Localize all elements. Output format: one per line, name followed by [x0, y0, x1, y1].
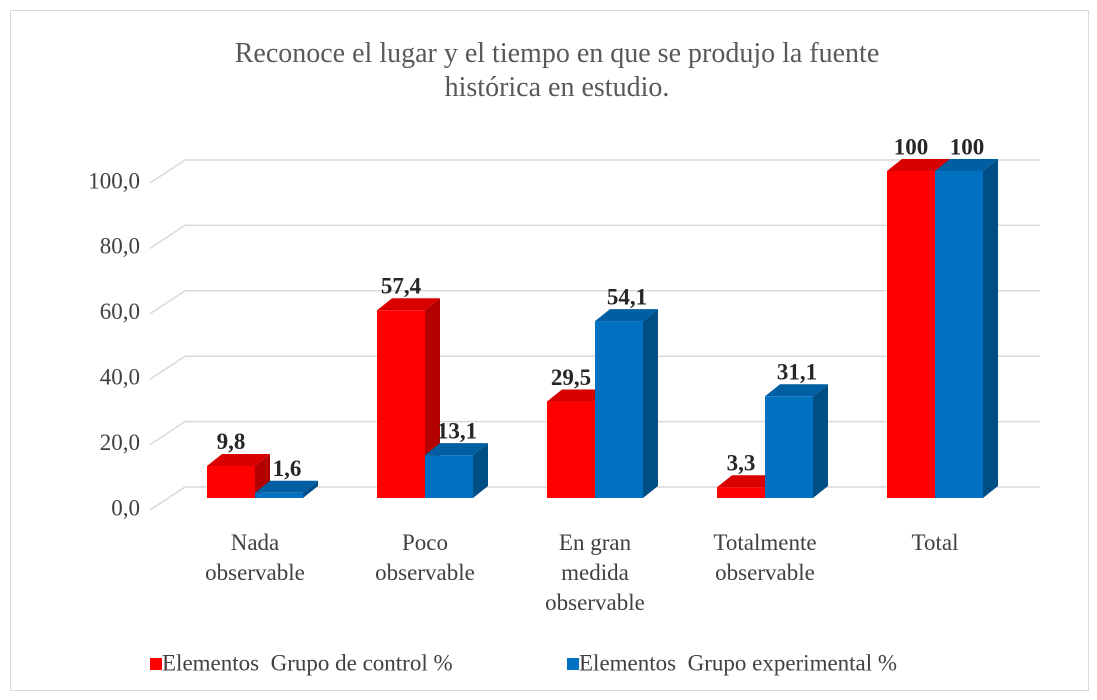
bar — [935, 159, 998, 498]
legend-label: Elementos Grupo de control % — [162, 650, 453, 675]
bar-front — [887, 171, 935, 498]
x-tick-label: Poco observable — [375, 530, 475, 585]
bar — [765, 384, 828, 498]
bar-top — [887, 159, 950, 171]
bar-side — [983, 159, 998, 498]
bar-top — [935, 159, 998, 171]
bar-front — [547, 401, 595, 498]
x-tick-label: Total — [912, 530, 959, 555]
bar-front — [255, 492, 303, 498]
bar-side — [813, 384, 828, 498]
chart-title: Reconoce el lugar y el tiempo en que se … — [235, 38, 880, 103]
data-label: 29,5 — [551, 365, 591, 390]
bar-top — [425, 443, 488, 456]
data-label: 1,6 — [273, 456, 302, 481]
bar-side — [303, 480, 318, 498]
data-label: 9,8 — [217, 429, 246, 454]
bar — [595, 309, 658, 498]
grid-line — [149, 355, 1040, 380]
data-label: 57,4 — [381, 274, 422, 299]
bar-top — [255, 480, 318, 493]
bar-front — [425, 455, 473, 498]
y-tick-label: 60,0 — [100, 299, 140, 324]
bar-top — [377, 298, 440, 311]
grid-line — [149, 224, 1040, 250]
bar-front — [377, 310, 425, 498]
bar-top — [765, 384, 828, 397]
data-label: 100 — [894, 134, 929, 159]
grid-line — [149, 290, 1040, 315]
bar-top — [547, 389, 610, 402]
x-tick-label: Nada observable — [205, 530, 305, 585]
data-label: 3,3 — [727, 450, 756, 475]
legend-label: Elementos Grupo experimental % — [579, 650, 897, 675]
data-label: 13,1 — [437, 418, 477, 443]
bar-front — [717, 487, 765, 498]
bar — [425, 443, 488, 498]
bar-top — [595, 309, 658, 322]
y-tick-label: 80,0 — [100, 234, 140, 259]
bar-front — [207, 465, 255, 498]
bar — [255, 480, 318, 498]
x-tick-label: Totalmente observable — [713, 530, 816, 585]
legend-swatch — [150, 658, 162, 670]
legend-swatch — [567, 658, 579, 670]
grid-line — [149, 159, 1040, 184]
data-label: 100 — [950, 134, 985, 159]
y-tick-label: 20,0 — [100, 430, 140, 455]
y-tick-label: 40,0 — [100, 364, 140, 389]
bar-front — [935, 171, 983, 498]
y-tick-label: 100,0 — [88, 168, 140, 193]
grid-line — [149, 420, 1040, 446]
x-tick-label: En gran medida observable — [545, 530, 645, 615]
data-label: 31,1 — [777, 360, 817, 385]
bar-front — [595, 321, 643, 498]
bar-top — [207, 453, 270, 466]
data-label: 54,1 — [607, 284, 647, 309]
bar-front — [765, 396, 813, 498]
y-tick-label: 0,0 — [111, 495, 140, 520]
bar-side — [473, 443, 488, 498]
bar-top — [717, 475, 780, 488]
bar-side — [643, 309, 658, 498]
